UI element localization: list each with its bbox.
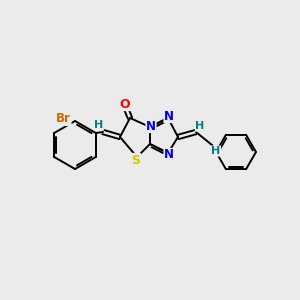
Text: H: H xyxy=(195,121,205,131)
Text: H: H xyxy=(94,120,103,130)
Text: Br: Br xyxy=(56,112,71,125)
Text: S: S xyxy=(131,154,140,166)
Text: N: N xyxy=(164,110,174,122)
Text: O: O xyxy=(120,98,130,110)
Text: H: H xyxy=(212,146,220,156)
Text: N: N xyxy=(164,148,174,161)
Text: N: N xyxy=(146,119,156,133)
